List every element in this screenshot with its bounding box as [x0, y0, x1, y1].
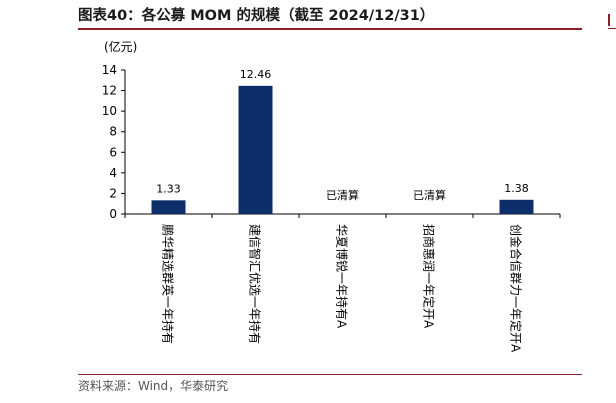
source-rule [78, 374, 582, 375]
bar [238, 85, 273, 214]
category-label: 招商惠润一年定开A [422, 224, 437, 329]
bar [499, 199, 534, 214]
category-labels: 鹏华精选群英一年持有 建信智汇优选一年持有 华夏博锐一年持有A 招商惠润一年定开A 创金… [161, 224, 524, 353]
chart-title: 图表40：各公募 MOM 的规模（截至 2024/12/31） [78, 8, 435, 24]
y-tick-label: 0 [109, 207, 117, 221]
data-label: 已清算 [413, 188, 446, 202]
data-label: 已清算 [326, 188, 359, 202]
data-labels: 1.33 12.46 已清算 已清算 1.38 [156, 68, 529, 202]
edge-marker-line [608, 28, 616, 29]
y-tick-label: 14 [102, 63, 117, 77]
bar [151, 200, 186, 214]
category-label: 鹏华精选群英一年持有 [161, 224, 176, 344]
y-axis-unit: (亿元) [104, 40, 138, 54]
data-label: 1.38 [504, 182, 529, 195]
y-tick-label: 4 [109, 166, 117, 180]
y-tick-label: 2 [109, 186, 117, 200]
axes: 0 2 4 6 8 10 12 14 [102, 63, 561, 221]
bars [151, 85, 534, 214]
y-tick-label: 12 [102, 84, 117, 98]
data-label: 1.33 [156, 182, 181, 195]
y-tick-label: 6 [109, 145, 117, 159]
edge-marker [608, 14, 610, 26]
y-tick-label: 8 [109, 125, 117, 139]
data-label: 12.46 [240, 68, 272, 81]
category-label: 华夏博锐一年持有A [335, 224, 350, 329]
title-rule [78, 28, 582, 30]
source-note: 资料来源：Wind，华泰研究 [78, 379, 229, 393]
category-label: 创金合信群力一年定开A [509, 224, 524, 353]
category-label: 建信智汇优选一年持有 [248, 224, 263, 344]
y-tick-label: 10 [102, 104, 117, 118]
